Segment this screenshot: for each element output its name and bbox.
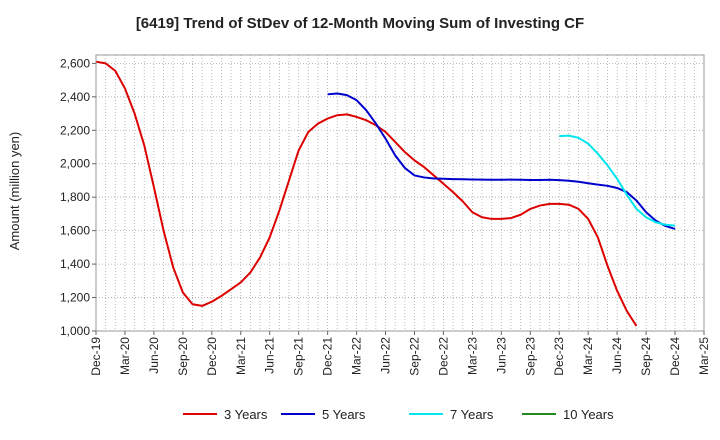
plot-frame [95, 54, 705, 332]
x-tick-label: Jun-21 [263, 337, 277, 374]
x-tick-label: Mar-22 [350, 337, 364, 375]
x-tick-label: Sep-22 [407, 337, 421, 376]
legend-label: 3 Years [224, 407, 268, 422]
y-tick-label: 1,000 [60, 324, 90, 338]
y-axis-label: Amount (million yen) [7, 132, 22, 251]
y-tick-label: 1,800 [60, 190, 90, 204]
x-tick-label: Jun-20 [147, 337, 161, 374]
x-tick-label: Mar-24 [581, 337, 595, 375]
grid [96, 55, 704, 332]
legend-label: 10 Years [563, 407, 614, 422]
x-tick-label: Dec-20 [205, 337, 219, 376]
series-line-5-years [327, 92, 676, 230]
series-line-3-years [95, 60, 638, 327]
y-tick-label: 1,600 [60, 224, 90, 238]
y-tick-label: 2,600 [60, 56, 90, 70]
x-tick-label: Sep-20 [176, 337, 190, 376]
x-tick-label: Sep-21 [292, 337, 306, 376]
x-tick-label: Dec-21 [321, 337, 335, 376]
y-tick-label: 2,400 [60, 90, 90, 104]
x-tick-label: Sep-24 [639, 337, 653, 376]
y-axis-ticks: 1,000 1,200 1,400 1,600 1,800 2,000 2,200 2,400… [60, 56, 96, 338]
x-tick-label: Jun-22 [379, 337, 393, 374]
series-layer [95, 60, 676, 327]
y-tick-label: 1,200 [60, 291, 90, 305]
x-tick-label: Mar-21 [234, 337, 248, 375]
legend-label: 7 Years [450, 407, 494, 422]
chart-title: [6419] Trend of StDev of 12-Month Moving… [136, 15, 584, 32]
y-tick-label: 1,400 [60, 257, 90, 271]
x-tick-label: Mar-23 [465, 337, 479, 375]
series-line-7-years [559, 134, 676, 227]
x-tick-label: Sep-23 [523, 337, 537, 376]
x-axis-ticks: Dec-19 Mar-20 Jun-20 Sep-20 Dec-20 Mar-21 Jun-… [89, 331, 711, 376]
x-tick-label: Jun-24 [610, 337, 624, 374]
x-tick-label: Dec-24 [668, 337, 682, 376]
x-tick-label: Jun-23 [494, 337, 508, 374]
x-tick-label: Mar-20 [118, 337, 132, 375]
legend: 3 Years 5 Years 7 Years 10 Years [183, 407, 614, 422]
x-tick-label: Mar-25 [697, 337, 711, 375]
x-tick-label: Dec-22 [436, 337, 450, 376]
y-tick-label: 2,200 [60, 123, 90, 137]
x-tick-label: Dec-23 [552, 337, 566, 376]
x-tick-label: Dec-19 [89, 337, 103, 376]
legend-label: 5 Years [322, 407, 366, 422]
y-tick-label: 2,000 [60, 157, 90, 171]
